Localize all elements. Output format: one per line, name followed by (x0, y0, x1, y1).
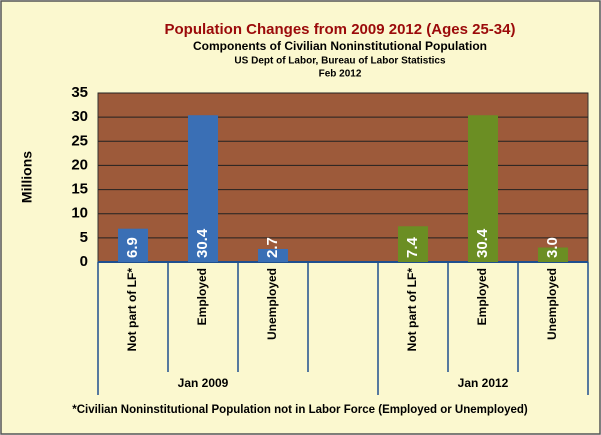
x-tick-label: Employed (195, 268, 209, 325)
value-label: 3.0 (544, 237, 561, 258)
value-label: 7.4 (404, 236, 421, 258)
group-label: Jan 2012 (458, 376, 509, 390)
x-tick-label: Employed (475, 268, 489, 325)
y-tick-label: 20 (71, 156, 88, 173)
value-label: 30.4 (474, 228, 491, 258)
y-tick-label: 35 (71, 84, 88, 101)
value-label: 30.4 (194, 228, 211, 258)
plot-area (97, 92, 589, 263)
x-tick-label: Unemployed (545, 268, 559, 340)
x-tick-label: Unemployed (265, 268, 279, 340)
y-tick-label: 10 (71, 205, 88, 222)
bar (398, 226, 428, 262)
y-tick-label: 30 (71, 108, 88, 125)
group-label: Jan 2009 (178, 376, 229, 390)
bar (468, 115, 498, 262)
chart-subtitle: Components of Civilian Noninstitutional … (193, 39, 487, 53)
y-axis-label: Millions (19, 151, 35, 203)
chart-subtitle: US Dept of Labor, Bureau of Labor Statis… (234, 56, 446, 67)
bar (538, 247, 568, 262)
y-tick-label: 15 (71, 181, 88, 198)
value-label: 6.9 (124, 237, 141, 258)
bar (118, 228, 148, 262)
bar (258, 248, 288, 262)
x-tick-label: Not part of LF* (125, 268, 139, 352)
y-tick-label: 25 (71, 132, 88, 149)
bar (188, 115, 218, 262)
value-label: 2.7 (264, 237, 281, 258)
footnote: *Civilian Noninstitutional Population no… (72, 404, 528, 416)
y-tick-label: 5 (80, 229, 88, 246)
chart-subtitle: Feb 2012 (319, 69, 362, 80)
chart-title: Population Changes from 2009 2012 (Ages … (165, 21, 516, 38)
y-tick-label: 0 (80, 253, 88, 270)
x-tick-label: Not part of LF* (405, 268, 419, 352)
